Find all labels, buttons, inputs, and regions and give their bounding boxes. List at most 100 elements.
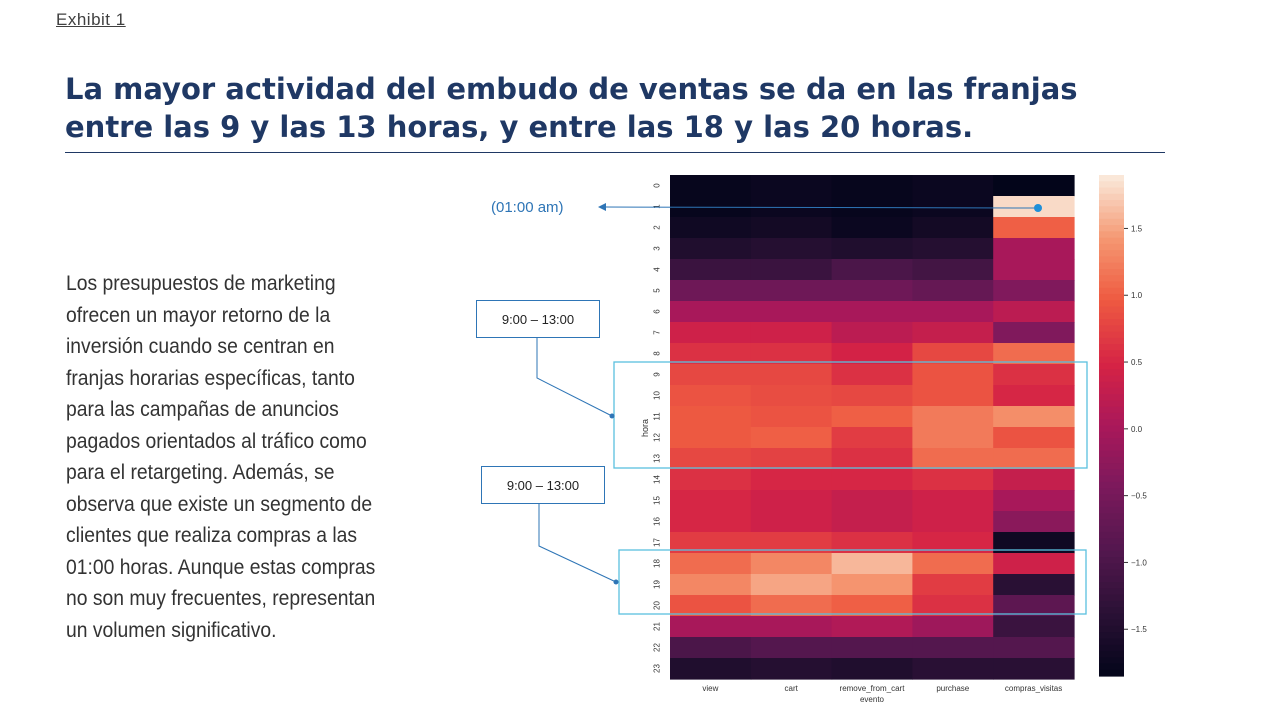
colorbar-tick-label: 1.5	[1131, 224, 1143, 233]
row-label: 11	[653, 412, 662, 421]
heatmap-cell	[670, 238, 752, 260]
colorbar-segment	[1099, 387, 1124, 395]
heatmap-cell	[670, 511, 752, 533]
colorbar-segment	[1099, 181, 1124, 189]
heatmap-cell	[750, 637, 833, 659]
row-label: 15	[653, 496, 662, 505]
colorbar-segment	[1099, 375, 1124, 383]
colorbar-segment	[1099, 582, 1124, 589]
colorbar-segment	[1099, 494, 1124, 502]
colorbar-segment	[1099, 425, 1124, 433]
colorbar-segment	[1099, 406, 1124, 414]
colorbar-segment	[1099, 212, 1124, 220]
colorbar-segment	[1099, 256, 1124, 264]
heatmap-cell	[912, 385, 994, 407]
colorbar-tick-label: 0.0	[1131, 425, 1143, 434]
colorbar-segment	[1099, 275, 1124, 283]
colorbar-tick-label: −0.5	[1131, 492, 1147, 501]
page-title: La mayor actividad del embudo de ventas …	[65, 72, 1078, 144]
colorbar-segment	[1099, 488, 1124, 495]
colorbar-segment	[1099, 463, 1124, 470]
colorbar-segment	[1099, 200, 1124, 207]
heatmap-cell	[912, 406, 994, 428]
colorbar-segment	[1099, 563, 1124, 571]
heatmap-cell	[831, 301, 913, 323]
heatmap-cell	[670, 658, 752, 680]
heatmap-cell	[831, 259, 913, 281]
colorbar-segment	[1099, 300, 1124, 308]
heatmap-cell	[831, 448, 913, 470]
heatmap-cell	[750, 385, 833, 407]
heatmap-cell	[670, 322, 752, 344]
colorbar-segment	[1099, 600, 1124, 608]
row-label: 2	[653, 225, 662, 230]
row-label: 13	[653, 454, 662, 463]
callout-morning: 9:00 – 13:00	[476, 300, 600, 338]
heatmap-cell	[912, 280, 994, 302]
colorbar-segment	[1099, 444, 1124, 452]
row-label: 21	[653, 622, 662, 631]
row-label: 4	[653, 267, 662, 272]
colorbar-segment	[1099, 594, 1124, 602]
heatmap-cell	[912, 553, 994, 575]
heatmap-cell	[670, 175, 752, 197]
heatmap-cell	[993, 553, 1075, 575]
row-label: 20	[653, 601, 662, 610]
heatmap-cell	[750, 469, 833, 491]
row-label: 19	[653, 580, 662, 589]
heatmap-cell	[831, 406, 913, 428]
colorbar-segment	[1099, 187, 1124, 195]
colorbar-segment	[1099, 293, 1124, 301]
heatmap-cell	[912, 427, 994, 449]
heatmap-cell	[993, 259, 1075, 281]
heatmap-cell	[912, 532, 994, 554]
annotations	[536, 203, 1088, 615]
colorbar-segment	[1099, 557, 1124, 564]
heatmap-cell	[750, 532, 833, 554]
heatmap-cell	[750, 490, 833, 512]
heatmap-cell	[670, 259, 752, 281]
heatmap-cell	[993, 385, 1075, 407]
row-label: 14	[653, 475, 662, 484]
colorbar-segment	[1099, 575, 1124, 583]
heatmap-cell	[993, 511, 1075, 533]
colorbar-segment	[1099, 619, 1124, 627]
heatmap-cell	[750, 343, 833, 365]
heatmap-cell	[831, 553, 913, 575]
heatmap-cell	[750, 553, 833, 575]
heatmap-cell	[750, 427, 833, 449]
colorbar-segment	[1099, 438, 1124, 445]
title-divider	[65, 152, 1165, 153]
callout-night: (01:00 am)	[491, 199, 564, 216]
heatmap-cell	[993, 322, 1075, 344]
callout-connector-evening	[538, 502, 617, 583]
heatmap-cell	[670, 385, 752, 407]
colorbar-segment	[1099, 394, 1124, 402]
heatmap-cell	[993, 364, 1075, 386]
colorbar-segment	[1099, 569, 1124, 577]
colorbar-segment	[1099, 281, 1124, 289]
column-label: remove_from_cart	[840, 684, 906, 693]
heatmap-cell	[831, 469, 913, 491]
colorbar-segment	[1099, 513, 1124, 521]
heatmap-cell	[670, 532, 752, 554]
colorbar-segment	[1099, 193, 1124, 201]
heatmap-cell	[750, 406, 833, 428]
heatmap-cell	[993, 217, 1075, 239]
heatmap-cell	[993, 595, 1075, 617]
colorbar: 1.5 1.0 0.5 0.0 −0.5 −1.0 −1.5	[1099, 175, 1147, 677]
heatmap-cell	[912, 448, 994, 470]
row-label: 16	[653, 517, 662, 526]
heatmap-cell	[750, 175, 833, 197]
row-label: 6	[653, 309, 662, 314]
heatmap-cell	[912, 490, 994, 512]
heatmap-cell	[750, 448, 833, 470]
callout-connector-morning	[536, 336, 613, 417]
heatmap-cell	[750, 574, 833, 596]
row-label: 1	[653, 204, 662, 209]
heatmap-cell	[993, 469, 1075, 491]
heatmap-cell	[670, 364, 752, 386]
colorbar-tick-label: −1.5	[1131, 625, 1147, 634]
colorbar-segment	[1099, 431, 1124, 439]
colorbar-segment	[1099, 206, 1124, 214]
